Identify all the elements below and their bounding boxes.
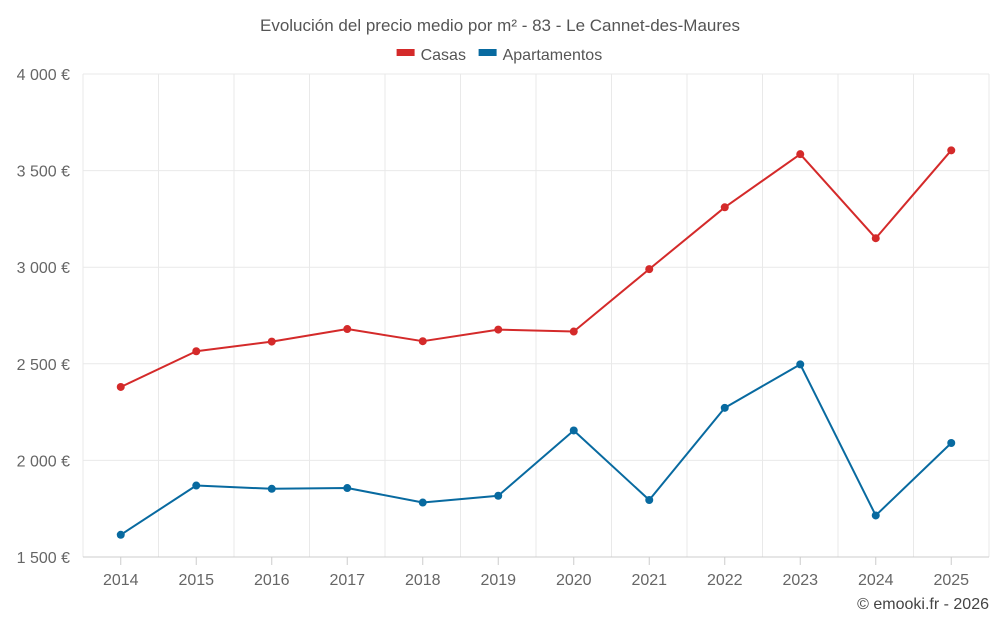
series-apartamentos — [116, 360, 956, 539]
data-point-apartamentos — [343, 484, 352, 493]
y-tick-label: 3 500 € — [17, 164, 70, 181]
y-tick-label: 3 000 € — [17, 260, 70, 277]
data-point-casas — [418, 337, 427, 346]
data-point-casas — [645, 265, 654, 274]
legend-swatch-casas — [396, 49, 415, 56]
data-point-apartamentos — [645, 496, 654, 505]
data-point-casas — [871, 234, 880, 243]
x-tick-label: 2023 — [782, 572, 818, 589]
legend-item-apartamentos: Apartamentos — [478, 47, 603, 64]
x-tick-label: 2018 — [405, 572, 441, 589]
data-point-casas — [116, 382, 125, 391]
data-point-apartamentos — [116, 530, 125, 539]
data-point-casas — [494, 325, 503, 334]
x-tick-label: 2020 — [556, 572, 592, 589]
y-tick-label: 2 000 € — [17, 453, 70, 470]
x-axis: 2014 2015 2016 2017 2018 2019 2020 2021 2022 2023… — [83, 556, 989, 589]
credit-text: © emooki.fr - 2026 — [857, 596, 989, 613]
data-point-casas — [343, 325, 352, 334]
x-tick-label: 2016 — [254, 572, 290, 589]
data-point-casas — [796, 150, 805, 159]
data-point-casas — [720, 203, 729, 212]
legend-item-casas: Casas — [396, 47, 466, 64]
series-layer — [116, 146, 956, 539]
y-tick-label: 2 500 € — [17, 357, 70, 374]
y-tick-label: 1 500 € — [17, 550, 70, 567]
chart-title: Evolución del precio medio por m² - 83 -… — [260, 16, 740, 35]
data-point-apartamentos — [192, 481, 201, 490]
data-point-casas — [569, 327, 578, 336]
data-point-apartamentos — [569, 426, 578, 435]
data-point-casas — [947, 146, 956, 155]
data-point-apartamentos — [947, 439, 956, 448]
legend-label-apartamentos: Apartamentos — [503, 47, 603, 64]
x-tick-label: 2022 — [707, 572, 743, 589]
data-point-apartamentos — [796, 360, 805, 369]
y-tick-label: 4 000 € — [17, 67, 70, 84]
x-tick-label: 2025 — [933, 572, 969, 589]
data-point-apartamentos — [418, 498, 427, 507]
y-axis: 1 500 € 2 000 € 2 500 € 3 000 € 3 500 € 4 000… — [17, 67, 70, 567]
legend-label-casas: Casas — [421, 47, 466, 64]
x-tick-label: 2017 — [329, 572, 365, 589]
x-tick-label: 2024 — [858, 572, 894, 589]
series-line-apartamentos — [120, 363, 952, 536]
legend-swatch-apartamentos — [478, 49, 497, 56]
data-point-casas — [192, 347, 201, 356]
x-tick-label: 2021 — [631, 572, 667, 589]
data-point-apartamentos — [871, 511, 880, 520]
x-tick-label: 2015 — [178, 572, 214, 589]
grid — [82, 73, 990, 557]
data-point-casas — [267, 337, 276, 346]
x-tick-label: 2019 — [480, 572, 516, 589]
data-point-apartamentos — [267, 484, 276, 493]
legend: Casas Apartamentos — [396, 47, 603, 64]
series-casas — [116, 146, 956, 391]
data-point-apartamentos — [720, 403, 729, 412]
series-line-casas — [120, 149, 953, 388]
data-point-apartamentos — [494, 491, 503, 500]
x-tick-label: 2014 — [103, 572, 139, 589]
